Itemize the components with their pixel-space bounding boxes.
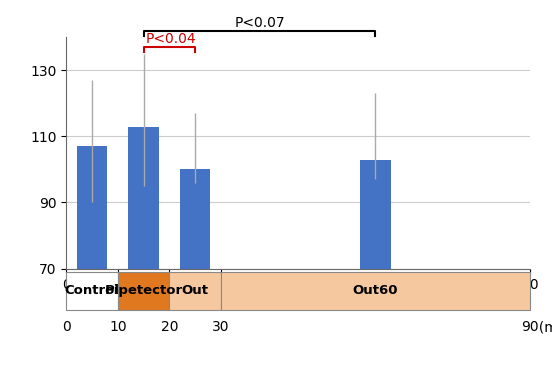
Text: Out: Out — [182, 285, 209, 297]
Bar — [77, 146, 108, 269]
Text: P<0.04: P<0.04 — [146, 32, 197, 46]
Text: 0: 0 — [62, 320, 71, 334]
Text: 90: 90 — [521, 320, 539, 334]
Text: Control: Control — [65, 285, 119, 297]
FancyBboxPatch shape — [118, 272, 169, 310]
FancyBboxPatch shape — [66, 272, 118, 310]
Text: 30: 30 — [212, 320, 230, 334]
FancyBboxPatch shape — [169, 272, 221, 310]
Bar — [179, 169, 210, 269]
Bar — [360, 160, 391, 269]
Text: P<0.07: P<0.07 — [234, 16, 285, 30]
Text: 10: 10 — [109, 320, 126, 334]
Text: 20: 20 — [161, 320, 178, 334]
Text: Pipetector: Pipetector — [104, 285, 183, 297]
FancyBboxPatch shape — [221, 272, 530, 310]
Text: (min): (min) — [530, 320, 552, 334]
Text: Out60: Out60 — [353, 285, 398, 297]
Bar — [128, 126, 159, 269]
